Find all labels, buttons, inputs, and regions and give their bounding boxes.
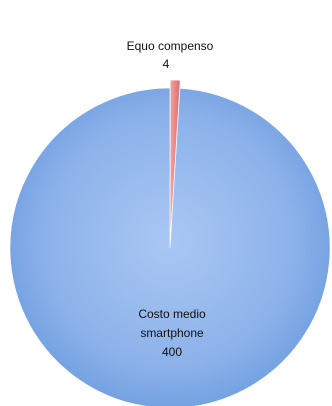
label-equo-compenso-name: Equo compenso bbox=[127, 39, 214, 53]
label-equo-compenso-value: 4 bbox=[163, 57, 170, 71]
pie-slice-costo-medio-smartphone bbox=[9, 87, 331, 406]
pie-labels: Equo compenso 4 Costo medio smartphone 4… bbox=[127, 39, 214, 359]
pie-slices bbox=[9, 79, 331, 406]
label-costo-medio-line1: Costo medio bbox=[138, 307, 206, 321]
pie-slice-equo-compenso bbox=[169, 79, 181, 241]
label-costo-medio-line2: smartphone bbox=[140, 326, 204, 340]
label-costo-medio-value: 400 bbox=[162, 345, 182, 359]
